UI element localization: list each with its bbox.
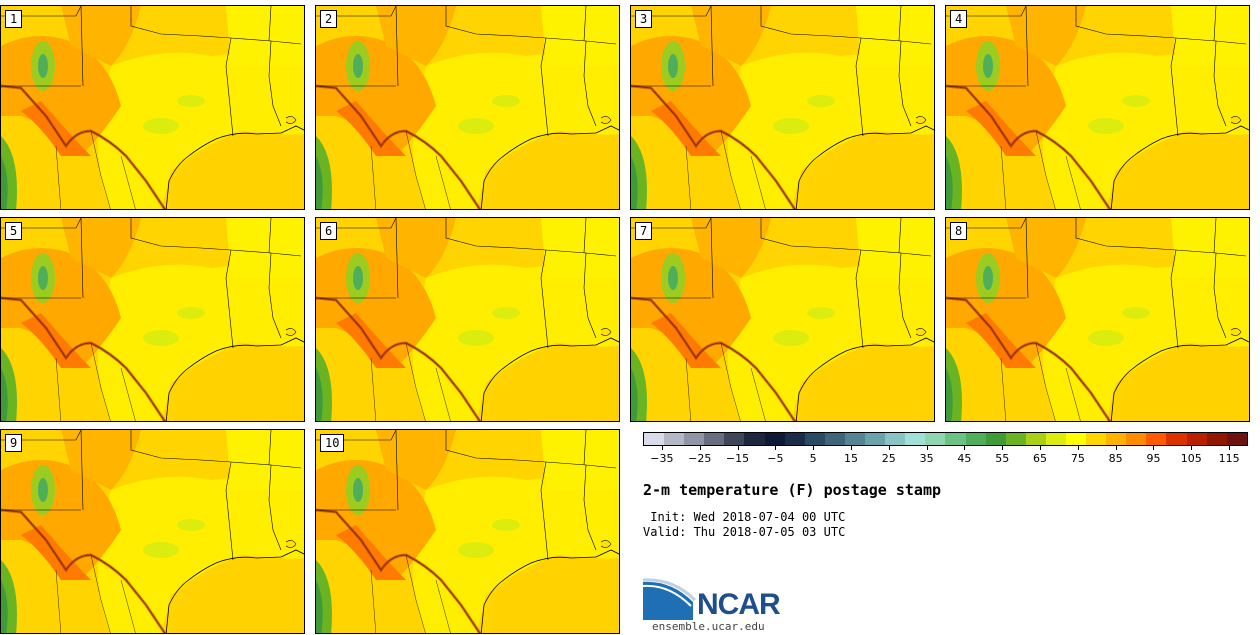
temperature-map <box>1 6 304 209</box>
colorbar-swatch <box>844 433 866 445</box>
temperature-map <box>316 218 619 421</box>
forecast-panel: 2 <box>315 5 620 210</box>
colorbar-swatch <box>824 433 845 445</box>
colorbar-swatch <box>905 433 926 445</box>
colorbar-tick-label: 65 <box>1033 452 1048 465</box>
member-number-label: 10 <box>320 434 345 452</box>
temperature-map <box>316 6 619 209</box>
colorbar-tick-mark <box>1115 446 1117 450</box>
colorbar-swatch <box>885 433 906 445</box>
temperature-map <box>316 430 619 633</box>
colorbar-tick-mark <box>775 446 777 450</box>
temperature-map <box>1 430 304 633</box>
colorbar-swatch <box>1065 433 1087 445</box>
temperature-map <box>1 218 304 421</box>
colorbar-tick-mark <box>1040 446 1042 450</box>
colorbar-swatch <box>644 433 665 445</box>
member-number-label: 8 <box>950 222 968 240</box>
forecast-panel: 9 <box>0 429 305 634</box>
colorbar-tick-mark <box>964 446 966 450</box>
colorbar-swatch <box>1126 433 1147 445</box>
member-number-label: 1 <box>5 10 23 28</box>
forecast-panel: 3 <box>630 5 935 210</box>
colorbar-swatch <box>1025 433 1046 445</box>
forecast-panel: 6 <box>315 217 620 422</box>
colorbar-tick-mark <box>1002 446 1004 450</box>
colorbar-tick-label: −35 <box>650 452 674 465</box>
colorbar-swatch <box>724 433 745 445</box>
forecast-panel: 8 <box>945 217 1250 422</box>
colorbar-tick-mark <box>1191 446 1193 450</box>
colorbar-tick-label: 35 <box>919 452 934 465</box>
colorbar-tick-label: 15 <box>843 452 858 465</box>
ncar-logo-icon <box>643 578 697 620</box>
colorbar-tick-label: −5 <box>767 452 784 465</box>
member-number-label: 5 <box>5 222 23 240</box>
colorbar-tick-mark <box>850 446 852 450</box>
colorbar-tick-label: −15 <box>725 452 750 465</box>
colorbar-swatch <box>1106 433 1127 445</box>
map-title: 2-m temperature (F) postage stamp <box>643 481 942 499</box>
temperature-map <box>946 218 1249 421</box>
colorbar-swatch <box>664 433 685 445</box>
colorbar-tick-mark <box>1153 446 1155 450</box>
member-number-label: 4 <box>950 10 968 28</box>
member-number-label: 9 <box>5 434 23 452</box>
colorbar-swatch <box>684 433 705 445</box>
colorbar-swatch <box>1045 433 1066 445</box>
member-number-label: 3 <box>635 10 653 28</box>
valid-time: Valid: Thu 2018-07-05 03 UTC <box>643 525 846 539</box>
forecast-panel: 4 <box>945 5 1250 210</box>
ncar-logo-text: NCAR <box>697 588 781 621</box>
forecast-panel: 7 <box>630 217 935 422</box>
colorbar-swatch <box>764 433 785 445</box>
init-time: Init: Wed 2018-07-04 00 UTC <box>643 510 846 524</box>
colorbar-tick-mark <box>888 446 890 450</box>
colorbar-swatch <box>925 433 946 445</box>
ensemble-url: ensemble.ucar.edu <box>652 620 765 633</box>
colorbar-tick-label: 45 <box>957 452 972 465</box>
temperature-colorbar <box>643 432 1248 446</box>
colorbar-swatch <box>985 433 1006 445</box>
colorbar-tick-mark <box>926 446 928 450</box>
colorbar-swatch <box>804 433 825 445</box>
colorbar-tick-label: −25 <box>688 452 712 465</box>
colorbar-swatch <box>704 433 725 445</box>
colorbar-tick-mark <box>1077 446 1079 450</box>
colorbar-tick-mark <box>699 446 701 450</box>
colorbar-tick-label: 115 <box>1218 452 1240 465</box>
forecast-panel: 10 <box>315 429 620 634</box>
colorbar-swatch <box>1005 433 1026 445</box>
colorbar-swatch <box>1146 433 1167 445</box>
forecast-panel: 5 <box>0 217 305 422</box>
forecast-panel: 1 <box>0 5 305 210</box>
colorbar-swatch <box>744 433 765 445</box>
colorbar-swatch <box>784 433 805 445</box>
colorbar-swatch <box>1086 433 1107 445</box>
colorbar-swatch <box>945 433 966 445</box>
temperature-map <box>631 218 934 421</box>
member-number-label: 6 <box>320 222 338 240</box>
colorbar-swatch <box>865 433 886 445</box>
colorbar-tick-label: 105 <box>1180 452 1202 465</box>
colorbar-swatch <box>1166 433 1187 445</box>
temperature-map <box>631 6 934 209</box>
colorbar-tick-label: 85 <box>1108 452 1123 465</box>
colorbar-tick-mark <box>661 446 663 450</box>
member-number-label: 2 <box>320 10 338 28</box>
colorbar-swatch <box>965 433 986 445</box>
colorbar-tick-label: 25 <box>881 452 896 465</box>
colorbar-tick-mark <box>1229 446 1231 450</box>
colorbar-tick-label: 95 <box>1146 452 1161 465</box>
colorbar-swatch <box>1206 433 1227 445</box>
colorbar-swatch <box>1186 433 1207 445</box>
colorbar-tick-mark <box>813 446 815 450</box>
colorbar-tick-label: 75 <box>1070 452 1085 465</box>
colorbar-tick-label: 55 <box>995 452 1010 465</box>
colorbar-tick-mark <box>737 446 739 450</box>
colorbar-swatch <box>1226 433 1247 445</box>
member-number-label: 7 <box>635 222 653 240</box>
colorbar-tick-label: 5 <box>809 452 817 465</box>
temperature-map <box>946 6 1249 209</box>
